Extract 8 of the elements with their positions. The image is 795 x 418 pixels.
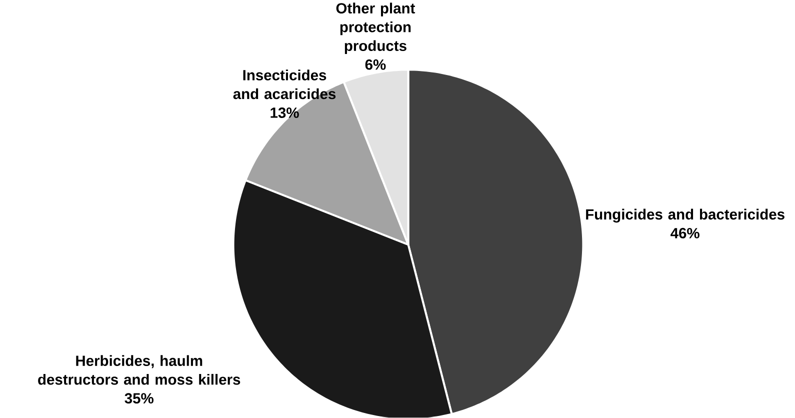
data-label: 6% (365, 60, 386, 70)
slice-label: Other plant protection products (336, 2, 416, 54)
data-label: 13% (270, 108, 299, 118)
data-label: 46% (670, 228, 700, 239)
slice-label: Herbicides, haulm destructors and moss killers (38, 355, 240, 385)
slice-label: Insecticides and acaricides (233, 70, 336, 100)
data-label: 35% (124, 393, 154, 404)
slice-label: Fungicides and bactericides (586, 208, 784, 223)
